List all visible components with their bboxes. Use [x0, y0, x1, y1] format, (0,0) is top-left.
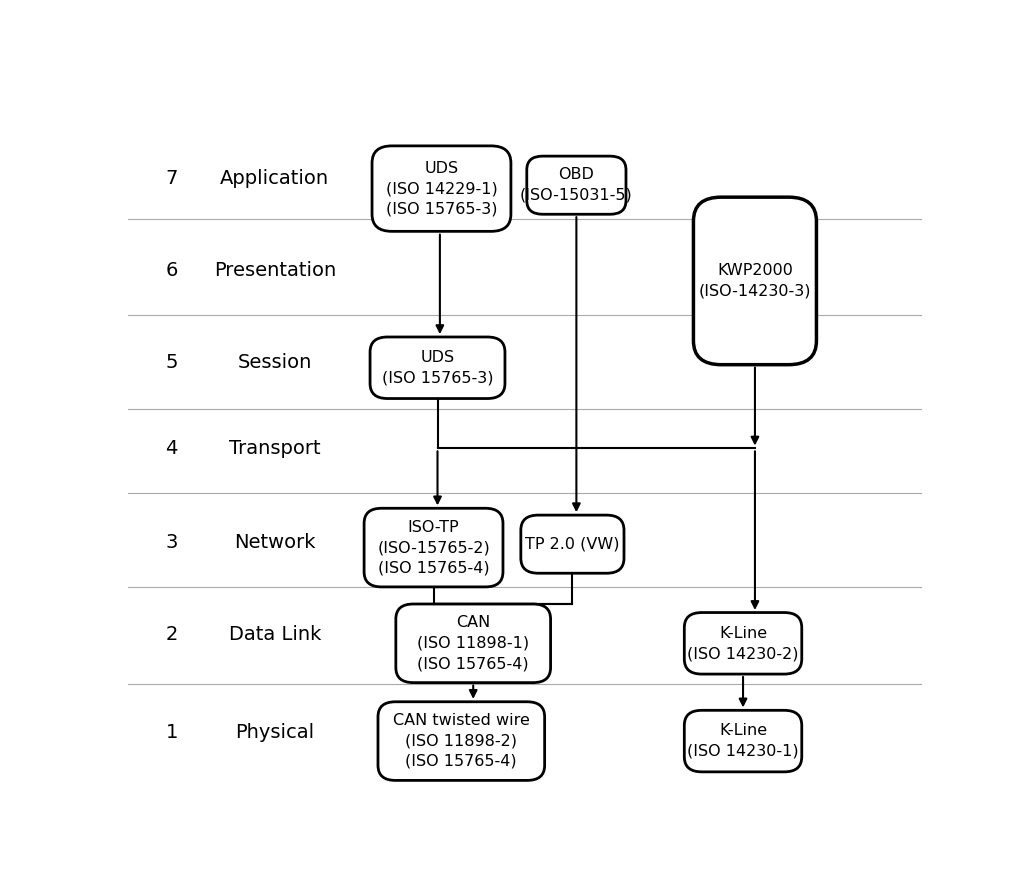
- Text: Transport: Transport: [229, 439, 321, 458]
- Text: OBD
(ISO-15031-5): OBD (ISO-15031-5): [520, 168, 633, 202]
- FancyBboxPatch shape: [684, 613, 802, 674]
- Text: 6: 6: [166, 261, 178, 280]
- Text: 5: 5: [166, 353, 178, 372]
- Text: CAN twisted wire
(ISO 11898-2)
(ISO 15765-4): CAN twisted wire (ISO 11898-2) (ISO 1576…: [393, 713, 529, 769]
- Text: KWP2000
(ISO-14230-3): KWP2000 (ISO-14230-3): [698, 263, 811, 298]
- FancyBboxPatch shape: [693, 197, 816, 365]
- Text: Session: Session: [238, 353, 312, 372]
- Text: 1: 1: [166, 723, 178, 741]
- Text: Presentation: Presentation: [214, 261, 336, 280]
- Text: Physical: Physical: [236, 723, 314, 741]
- Text: 2: 2: [166, 625, 178, 644]
- Text: CAN
(ISO 11898-1)
(ISO 15765-4): CAN (ISO 11898-1) (ISO 15765-4): [417, 615, 529, 671]
- FancyBboxPatch shape: [684, 710, 802, 772]
- FancyBboxPatch shape: [521, 515, 624, 574]
- Text: 4: 4: [166, 439, 178, 458]
- FancyBboxPatch shape: [365, 508, 503, 587]
- FancyBboxPatch shape: [372, 146, 511, 232]
- Text: UDS
(ISO 14229-1)
(ISO 15765-3): UDS (ISO 14229-1) (ISO 15765-3): [386, 161, 498, 217]
- Text: 7: 7: [166, 169, 178, 188]
- Text: Data Link: Data Link: [228, 625, 321, 644]
- Text: ISO-TP
(ISO-15765-2)
(ISO 15765-4): ISO-TP (ISO-15765-2) (ISO 15765-4): [377, 519, 489, 575]
- FancyBboxPatch shape: [396, 604, 551, 683]
- FancyBboxPatch shape: [378, 702, 545, 781]
- Text: TP 2.0 (VW): TP 2.0 (VW): [525, 536, 620, 551]
- FancyBboxPatch shape: [526, 156, 626, 214]
- Text: UDS
(ISO 15765-3): UDS (ISO 15765-3): [382, 350, 494, 385]
- FancyBboxPatch shape: [370, 337, 505, 399]
- Text: K-Line
(ISO 14230-2): K-Line (ISO 14230-2): [687, 626, 799, 661]
- Text: Application: Application: [220, 169, 330, 188]
- Text: 3: 3: [166, 533, 178, 551]
- Text: Network: Network: [234, 533, 315, 551]
- Text: K-Line
(ISO 14230-1): K-Line (ISO 14230-1): [687, 724, 799, 758]
